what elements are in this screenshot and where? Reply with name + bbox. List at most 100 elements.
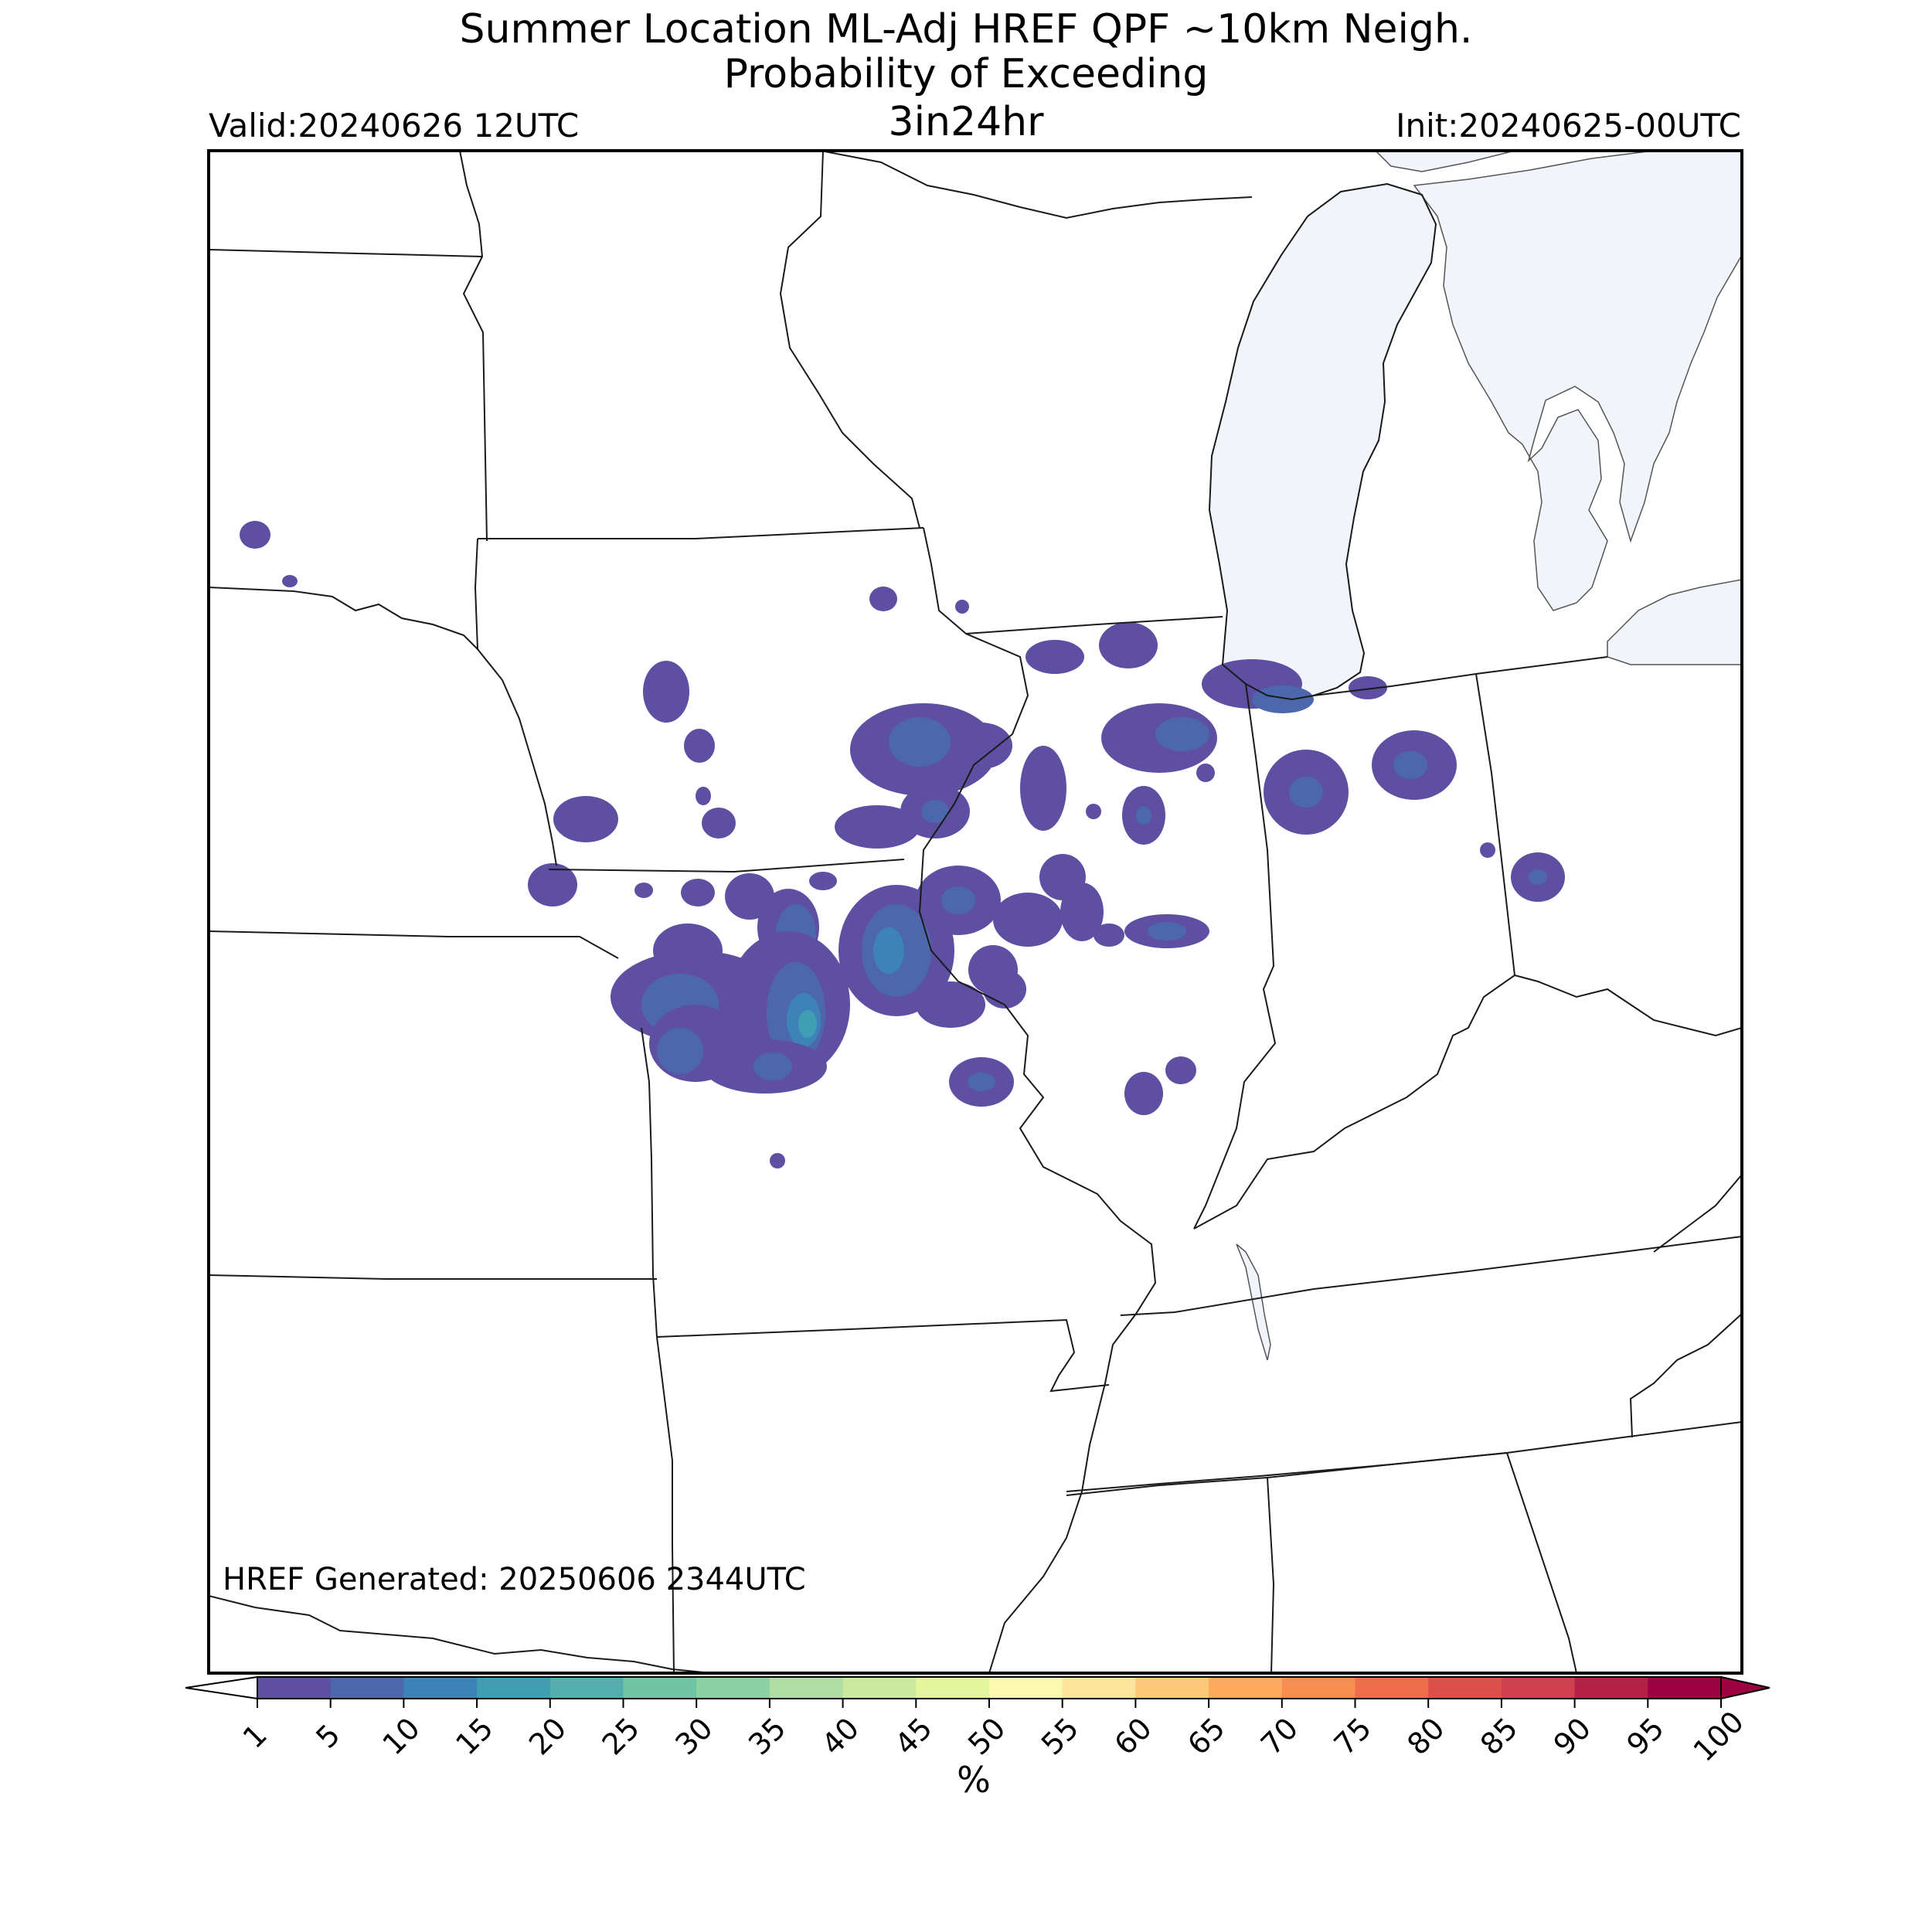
colorbar-cell-5 bbox=[549, 1677, 624, 1699]
state-border-nd-sd bbox=[209, 249, 483, 257]
probability-area-33 bbox=[528, 863, 577, 906]
probability-area-59 bbox=[753, 1053, 792, 1080]
colorbar-tick-label: 80 bbox=[1400, 1711, 1451, 1761]
state-border-sd-ne bbox=[209, 587, 478, 650]
colorbar-cell-19 bbox=[1574, 1677, 1648, 1699]
probability-area-38 bbox=[941, 886, 975, 914]
probability-area-2 bbox=[282, 575, 298, 587]
colorbar-tick-label: 25 bbox=[596, 1711, 646, 1761]
state-border-indiana-ohio bbox=[1475, 673, 1515, 976]
state-border-wisconsin-illinois bbox=[965, 616, 1223, 634]
probability-area-27 bbox=[702, 808, 736, 838]
probability-area-26 bbox=[696, 787, 711, 805]
colorbar-tick-label: 70 bbox=[1254, 1711, 1304, 1761]
colorbar-unit-label: % bbox=[957, 1759, 991, 1801]
colorbar-cell-17 bbox=[1428, 1677, 1502, 1699]
colorbar-tick-label: 75 bbox=[1328, 1711, 1378, 1761]
probability-area-32 bbox=[1086, 804, 1101, 819]
colorbar-tick-label: 95 bbox=[1620, 1711, 1670, 1761]
probability-area-25 bbox=[553, 796, 618, 842]
colorbar-cell-15 bbox=[1281, 1677, 1356, 1699]
colorbar-cell-2 bbox=[330, 1677, 404, 1699]
colorbar-cell-4 bbox=[477, 1677, 551, 1699]
probability-area-57 bbox=[657, 1028, 703, 1074]
probability-area-60 bbox=[916, 981, 985, 1028]
init-time-label: Init:20240625-00UTC bbox=[1396, 107, 1741, 145]
colorbar-cell-16 bbox=[1355, 1677, 1429, 1699]
map-frame bbox=[207, 149, 1743, 1675]
state-border-iowa-west bbox=[474, 538, 557, 866]
probability-area-36 bbox=[809, 872, 837, 890]
state-border-michigan-indiana bbox=[1313, 656, 1608, 696]
lake-outlines bbox=[1208, 182, 1437, 701]
map-content bbox=[209, 151, 1742, 1673]
state-border-nc-tn bbox=[1629, 1313, 1742, 1438]
probability-area-16 bbox=[1155, 717, 1209, 751]
colorbar-tick-label: 30 bbox=[668, 1711, 719, 1761]
borders bbox=[209, 151, 1742, 1673]
probability-area-30 bbox=[921, 800, 949, 823]
colorbar-cell-1 bbox=[257, 1677, 332, 1699]
probability-area-13 bbox=[889, 717, 951, 767]
probability-area-70 bbox=[1165, 1056, 1196, 1084]
mississippi-river bbox=[918, 527, 1157, 1673]
colorbar-cell-13 bbox=[1135, 1677, 1209, 1699]
colorbar-tick-label: 90 bbox=[1547, 1711, 1597, 1761]
colorbar-tick-label: 15 bbox=[449, 1711, 499, 1761]
colorbar-tick-label: 1 bbox=[236, 1718, 274, 1755]
colorbar-tick-label: 50 bbox=[961, 1711, 1012, 1761]
colorbar-under-arrow bbox=[185, 1675, 258, 1700]
generated-time-label: HREF Generated: 20250606 2344UTC bbox=[223, 1562, 806, 1597]
probability-area-71 bbox=[770, 1153, 785, 1168]
state-border-iowa-north bbox=[478, 527, 924, 539]
probability-area-68 bbox=[968, 1073, 995, 1091]
colorbar-cell-12 bbox=[1062, 1677, 1136, 1699]
state-border-red-river bbox=[209, 1595, 712, 1673]
lake-superior bbox=[1374, 151, 1515, 172]
probability-area-64 bbox=[1094, 923, 1124, 947]
colorbar-tick-label: 10 bbox=[376, 1711, 427, 1761]
colorbar-tick-label: 60 bbox=[1108, 1711, 1158, 1761]
state-border-ks-ok bbox=[209, 1274, 657, 1280]
probability-area-63 bbox=[1060, 883, 1104, 941]
state-border-ky-va bbox=[1653, 1174, 1742, 1253]
state-border-ms-al bbox=[1267, 1477, 1275, 1673]
colorbar-tick-label: 20 bbox=[522, 1711, 573, 1761]
colorbar-cell-11 bbox=[989, 1677, 1063, 1699]
probability-area-48 bbox=[873, 927, 904, 974]
probability-area-1 bbox=[240, 521, 270, 549]
colorbar-cells bbox=[185, 1675, 1770, 1700]
probability-area-69 bbox=[1124, 1072, 1163, 1115]
colorbar-cell-6 bbox=[623, 1677, 697, 1699]
state-border-iowa-south bbox=[548, 859, 905, 873]
colorbar-tick-label: 40 bbox=[815, 1711, 866, 1761]
state-border-missouri-west bbox=[641, 1027, 658, 1338]
colorbar-tick-label: 45 bbox=[888, 1711, 938, 1761]
colorbar-cell-3 bbox=[403, 1677, 478, 1699]
probability-area-20 bbox=[1393, 751, 1427, 779]
probability-area-55 bbox=[798, 1010, 817, 1038]
probability-area-4 bbox=[955, 600, 969, 614]
title-line-1: Summer Location ML-Adj HREF QPF ~10km Ne… bbox=[459, 6, 1473, 53]
mississippi-reservoir bbox=[1236, 1243, 1271, 1361]
probability-area-41 bbox=[1529, 869, 1547, 885]
colorbar-cell-7 bbox=[696, 1677, 770, 1699]
colorbar-cell-20 bbox=[1648, 1677, 1722, 1699]
colorbar-cell-18 bbox=[1501, 1677, 1576, 1699]
state-border-illinois-indiana bbox=[1193, 683, 1277, 1230]
lake-erie bbox=[1607, 579, 1742, 665]
water-bodies bbox=[1209, 151, 1742, 1361]
probability-area-11 bbox=[684, 729, 715, 763]
title-line-3: 3in24hr bbox=[888, 99, 1044, 145]
colorbar-tick-label: 5 bbox=[309, 1718, 346, 1755]
colorbar-over-arrow bbox=[1720, 1675, 1770, 1700]
probability-area-8 bbox=[1252, 685, 1314, 713]
state-border-upper-peninsula bbox=[820, 151, 1253, 219]
valid-time-label: Valid:20240626 12UTC bbox=[209, 107, 580, 145]
probability-area-35 bbox=[681, 879, 715, 906]
probability-area-6 bbox=[1099, 622, 1158, 668]
probability-areas bbox=[240, 521, 1565, 1168]
state-border-tennessee-south bbox=[1066, 1421, 1742, 1496]
